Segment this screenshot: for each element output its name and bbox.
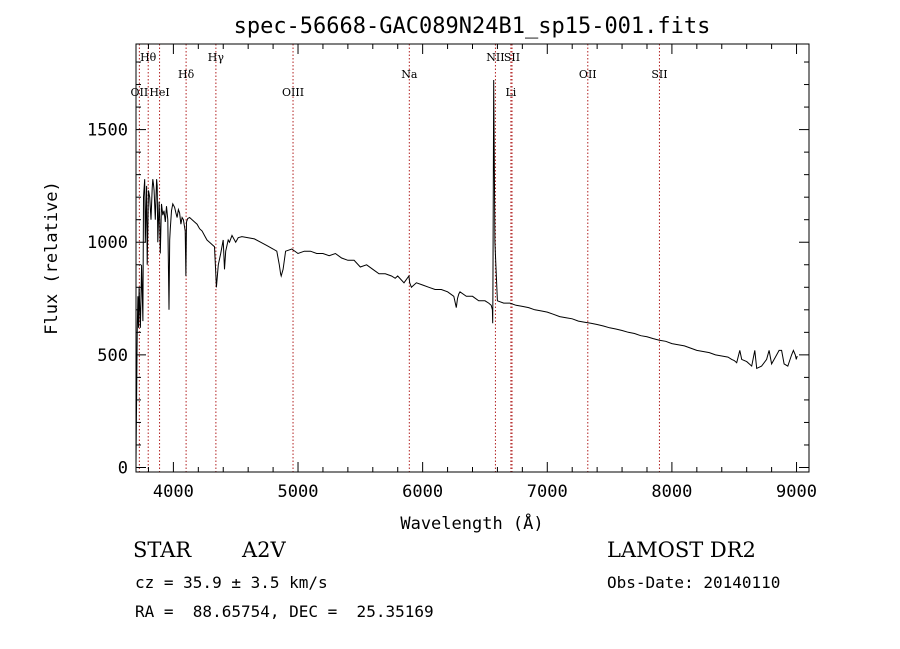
y-tick-label-1: 500 [97,346,128,366]
line-label-4: Hγ [208,51,225,64]
x-axis-label: Wavelength (Å) [400,512,543,534]
object-class: STAR [133,538,192,562]
y-tick-label-2: 1000 [87,233,128,253]
line-markers [138,44,660,472]
x-tick-label-4: 8000 [651,482,692,502]
y-axis: 0 500 1000 1500 [87,61,809,478]
line-label-1: OII [131,86,149,99]
y-tick-label-3: 1500 [87,121,128,141]
line-label-3: Hδ [178,68,195,81]
y-axis-label: Flux (relative) [42,181,62,335]
survey-name: LAMOST DR2 [607,538,756,562]
x-axis: 4000 5000 6000 7000 8000 9000 [147,44,817,502]
x-tick-label-3: 7000 [527,482,568,502]
x-tick-label-2: 6000 [402,482,443,502]
chart-title: spec-56668-GAC089N24B1_sp15-001.fits [234,14,711,39]
coordinates-ra-dec: RA = 88.65754, DEC = 25.35169 [135,602,434,621]
spectrum-line [135,79,798,464]
x-tick-label-5: 9000 [776,482,817,502]
line-label-10: OII [579,68,597,81]
line-label-2: HeI [149,86,169,99]
x-tick-label-0: 4000 [153,482,194,502]
x-tick-label-1: 5000 [278,482,319,502]
redshift-cz: cz = 35.9 ± 3.5 km/s [135,573,328,592]
line-label-11: SII [651,68,667,81]
plot-frame [135,43,810,473]
object-subclass: A2V [242,538,286,562]
y-tick-label-0: 0 [118,458,128,478]
line-label-8: SII [504,51,520,64]
line-label-9: Li [505,86,516,99]
observation-date: Obs-Date: 20140110 [607,573,781,592]
line-label-7: NII [486,51,504,64]
line-label-6: Na [401,68,418,81]
line-label-0: Hθ [140,51,157,64]
line-label-5: OIII [282,86,304,99]
